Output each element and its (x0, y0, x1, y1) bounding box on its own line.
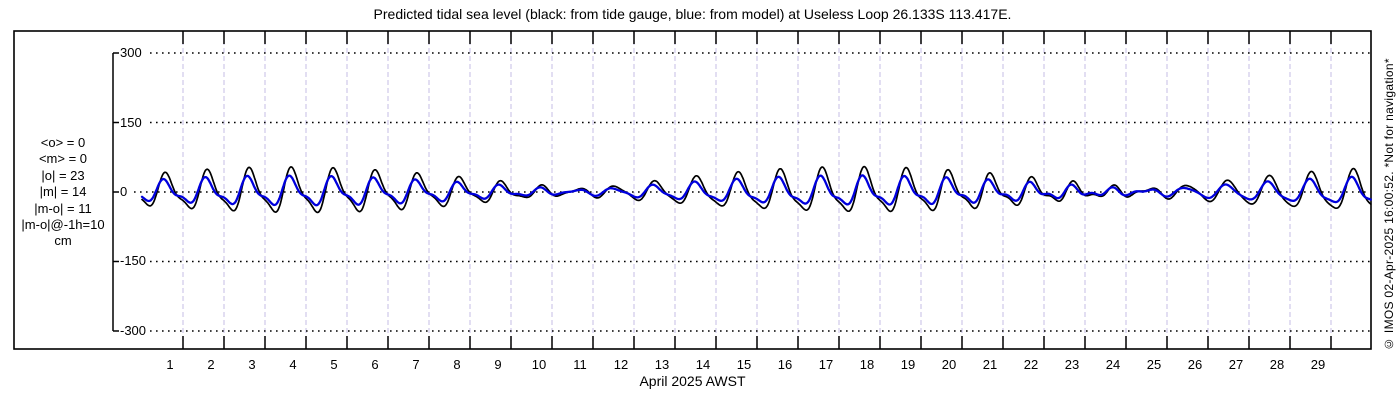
x-tick-label: 16 (777, 357, 793, 372)
y-tick-label: -150 (120, 253, 147, 269)
x-tick-label: 3 (248, 357, 256, 372)
x-tick-label: 25 (1146, 357, 1162, 372)
x-axis-title: April 2025 AWST (639, 373, 746, 389)
x-tick-label: 11 (573, 357, 587, 372)
x-tick-label: 8 (453, 357, 461, 372)
x-tick-label: 6 (371, 357, 379, 372)
stat-line-misfit: |m-o| = 11 (34, 200, 92, 216)
x-tick-label: 1 (166, 357, 174, 372)
plot-frame (13, 30, 1372, 350)
stat-line-abs-obs: |o| = 23 (41, 167, 85, 183)
x-tick-label: 27 (1228, 357, 1244, 372)
x-tick-label: 14 (695, 357, 711, 372)
model-curve (140, 174, 1372, 207)
x-tick-label: 15 (736, 357, 752, 372)
x-tick-label: 12 (613, 357, 629, 372)
watermark-text: © IMOS 02-Apr-2025 16:00:52. *Not for na… (1380, 5, 1398, 351)
x-tick-label: 18 (859, 357, 875, 372)
x-tick-label: 21 (982, 357, 998, 372)
x-tick-label: 7 (412, 357, 420, 372)
tide-gauge-curve (141, 165, 1372, 214)
stat-line-unit: cm (54, 233, 72, 249)
stats-annotation: <o> = 0 <m> = 0 |o| = 23 |m| = 14 |m-o| … (6, 135, 120, 250)
y-tick-label: 0 (120, 184, 128, 199)
stat-line-mean-model: <m> = 0 (38, 151, 88, 167)
x-tick-label: 26 (1187, 357, 1203, 372)
x-tick-label: 20 (941, 357, 957, 372)
x-tick-label: 29 (1310, 357, 1326, 372)
x-tick-label: 4 (289, 357, 297, 372)
stat-line-abs-model: |m| = 14 (39, 184, 87, 200)
x-tick-label: 9 (494, 357, 502, 372)
watermark-label: © IMOS 02-Apr-2025 16:00:52. *Not for na… (1382, 58, 1396, 351)
x-tick-label: 17 (818, 357, 834, 372)
x-tick-label: 22 (1023, 357, 1039, 372)
x-tick-label: 5 (330, 357, 338, 372)
y-tick-label: 300 (120, 45, 142, 60)
x-tick-label: 23 (1064, 357, 1080, 372)
x-tick-label: 2 (207, 357, 215, 372)
y-tick-label: -300 (120, 322, 147, 338)
x-tick-label: 28 (1269, 357, 1285, 372)
x-tick-label: 24 (1105, 357, 1121, 372)
x-tick-label: 13 (654, 357, 670, 372)
stat-line-misfit-lag: |m-o|@-1h=10 (21, 217, 105, 233)
chart-title: Predicted tidal sea level (black: from t… (373, 6, 1012, 22)
x-tick-label: 10 (531, 357, 547, 372)
x-tick-label: 19 (900, 357, 916, 372)
y-tick-label: 150 (120, 114, 142, 130)
stat-line-mean-obs: <o> = 0 (40, 135, 86, 150)
